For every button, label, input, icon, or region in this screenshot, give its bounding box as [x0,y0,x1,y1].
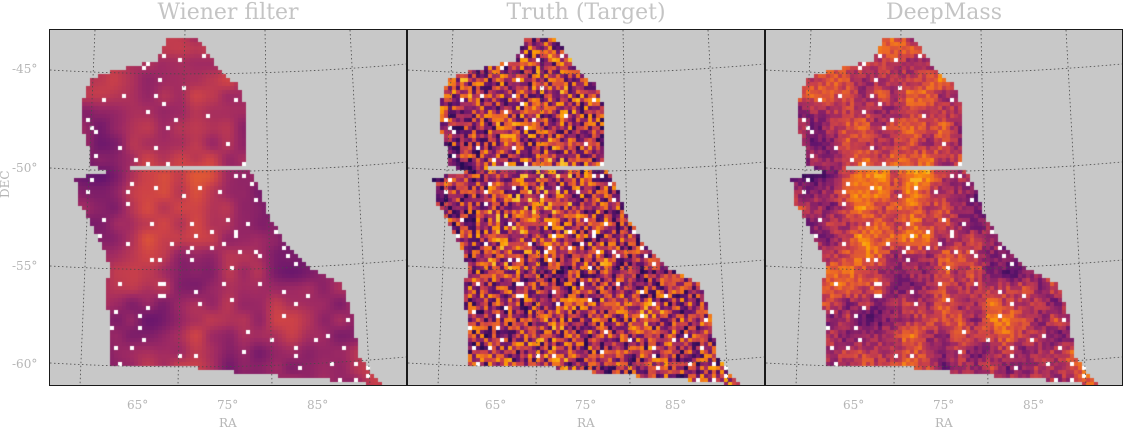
x-tick-65-truth: 65° [485,398,507,412]
x-tick-65-wiener: 65° [127,398,149,412]
x-tick-75-deepmass: 75° [933,398,955,412]
x-tick-65-deepmass: 65° [843,398,865,412]
map-panel-truth [407,29,765,386]
y-tick-50: -50° [12,161,38,175]
coordinate-grid-wiener [50,30,406,385]
x-axis-label-truth: RA [577,416,595,430]
map-image-truth [408,30,764,385]
x-tick-85-truth: 85° [665,398,687,412]
y-tick-60: -60° [12,357,38,371]
x-axis-label-deepmass: RA [935,416,953,430]
coordinate-grid-deepmass [766,30,1122,385]
x-axis-label-wiener: RA [219,416,237,430]
panel-title-deepmass: DeepMass [886,0,1002,25]
x-tick-85-wiener: 85° [307,398,329,412]
panel-title-wiener: Wiener filter [157,0,299,25]
x-tick-75-truth: 75° [575,398,597,412]
map-panel-deepmass [765,29,1123,386]
map-image-deepmass [766,30,1122,385]
panel-title-truth: Truth (Target) [506,0,666,25]
x-tick-75-wiener: 75° [217,398,239,412]
map-panel-wiener [49,29,407,386]
map-image-wiener [50,30,406,385]
y-axis-label: DEC [0,170,12,198]
x-tick-85-deepmass: 85° [1023,398,1045,412]
y-tick-45: -45° [12,62,38,76]
coordinate-grid-truth [408,30,764,385]
y-tick-55: -55° [12,259,38,273]
